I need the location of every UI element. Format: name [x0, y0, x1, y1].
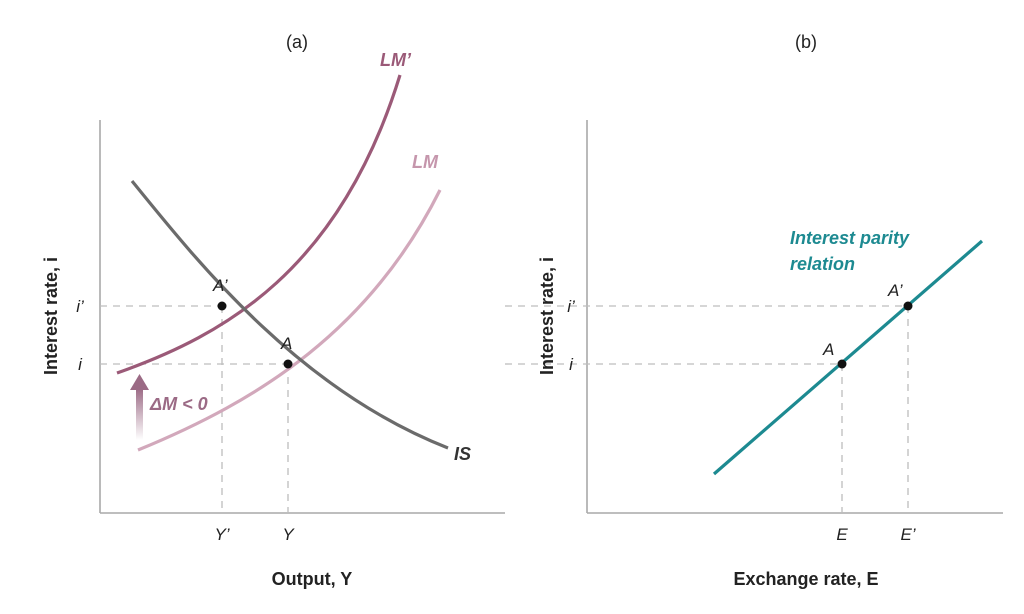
panel-a: (a) LM’ LM IS ΔM < 0 A’ A i’ i Y’ Y Outp…	[41, 32, 505, 589]
point-b-a	[837, 359, 847, 369]
shift-label: ΔM < 0	[149, 394, 208, 414]
panel-a-xlabel: Output, Y	[272, 569, 353, 589]
interest-parity-label-line1: Interest parity	[790, 228, 910, 248]
lm-prime-curve	[116, 74, 402, 375]
point-b-a-label: A	[822, 340, 834, 359]
point-a-prime-label: A’	[212, 276, 228, 295]
panel-b-xtick-e: E	[836, 525, 848, 544]
point-a-label: A	[280, 334, 292, 353]
point-a-prime	[217, 301, 227, 311]
panel-b-title: (b)	[795, 32, 817, 52]
panel-a-ytick-i: i	[78, 355, 83, 374]
panel-a-ylabel: Interest rate, i	[41, 257, 61, 375]
panel-b-ytick-i-prime: i’	[567, 297, 575, 316]
shift-arrow-shaft	[136, 388, 143, 440]
interest-parity-label-line2: relation	[790, 254, 855, 274]
panel-b-xlabel: Exchange rate, E	[733, 569, 878, 589]
lm-prime-label: LM’	[380, 50, 412, 70]
panel-a-xtick-y-prime: Y’	[214, 525, 229, 544]
panel-a-xtick-y: Y	[282, 525, 295, 544]
is-label: IS	[454, 444, 471, 464]
shift-arrow-head	[130, 374, 149, 390]
panel-b-xtick-e-prime: E’	[900, 525, 915, 544]
panel-b-ylabel: Interest rate, i	[537, 257, 557, 375]
panel-a-ytick-i-prime: i’	[76, 297, 84, 316]
panel-b: (b) Interest parity relation A A’ i’ i E…	[505, 32, 1003, 589]
point-b-a-prime	[903, 301, 913, 311]
lm-curve	[137, 189, 442, 452]
point-b-a-prime-label: A’	[887, 281, 903, 300]
interest-parity-line	[712, 239, 984, 476]
is-curve	[130, 179, 449, 450]
panel-a-title: (a)	[286, 32, 308, 52]
panel-b-ytick-i: i	[569, 355, 574, 374]
lm-label: LM	[412, 152, 439, 172]
point-a	[283, 359, 293, 369]
